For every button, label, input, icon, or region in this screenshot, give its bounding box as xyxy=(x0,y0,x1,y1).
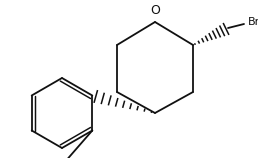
Text: Br: Br xyxy=(248,17,258,27)
Text: O: O xyxy=(150,4,160,17)
